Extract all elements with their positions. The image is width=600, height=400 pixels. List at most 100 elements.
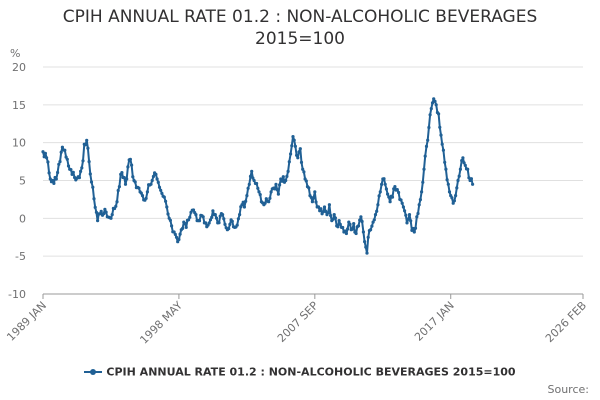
data-point[interactable] xyxy=(391,196,394,199)
data-point[interactable] xyxy=(438,126,441,129)
data-point[interactable] xyxy=(455,186,458,189)
data-point[interactable] xyxy=(376,203,379,206)
data-point[interactable] xyxy=(130,164,133,167)
data-point[interactable] xyxy=(223,223,226,226)
data-point[interactable] xyxy=(328,203,331,206)
data-point[interactable] xyxy=(237,217,240,220)
data-point[interactable] xyxy=(456,179,459,182)
data-point[interactable] xyxy=(443,161,446,164)
data-point[interactable] xyxy=(433,100,436,103)
data-point[interactable] xyxy=(362,230,365,233)
data-point[interactable] xyxy=(370,225,373,228)
data-point[interactable] xyxy=(117,189,120,192)
data-point[interactable] xyxy=(386,193,389,196)
data-point[interactable] xyxy=(158,186,161,189)
data-point[interactable] xyxy=(264,202,267,205)
data-point[interactable] xyxy=(300,161,303,164)
data-point[interactable] xyxy=(459,168,462,171)
data-point[interactable] xyxy=(114,205,117,208)
data-point[interactable] xyxy=(94,206,97,209)
data-point[interactable] xyxy=(91,186,94,189)
data-point[interactable] xyxy=(88,160,91,163)
data-point[interactable] xyxy=(441,143,444,146)
data-point[interactable] xyxy=(157,181,160,184)
data-point[interactable] xyxy=(124,183,127,186)
data-point[interactable] xyxy=(231,220,234,223)
data-point[interactable] xyxy=(365,252,368,255)
data-point[interactable] xyxy=(60,151,63,154)
data-point[interactable] xyxy=(141,194,144,197)
data-point[interactable] xyxy=(461,156,464,159)
data-point[interactable] xyxy=(454,194,457,197)
data-point[interactable] xyxy=(466,168,469,171)
data-point[interactable] xyxy=(314,200,317,203)
data-point[interactable] xyxy=(276,188,279,191)
data-point[interactable] xyxy=(355,232,358,235)
data-point[interactable] xyxy=(384,183,387,186)
data-point[interactable] xyxy=(174,233,177,236)
data-point[interactable] xyxy=(278,183,281,186)
data-point[interactable] xyxy=(247,187,250,190)
data-point[interactable] xyxy=(44,152,47,155)
data-point[interactable] xyxy=(63,149,66,152)
data-point[interactable] xyxy=(460,159,463,162)
data-point[interactable] xyxy=(421,181,424,184)
data-point[interactable] xyxy=(397,191,400,194)
data-point[interactable] xyxy=(164,200,167,203)
data-point[interactable] xyxy=(52,182,55,185)
data-point[interactable] xyxy=(291,135,294,138)
data-point[interactable] xyxy=(109,217,112,220)
data-point[interactable] xyxy=(215,217,218,220)
data-point[interactable] xyxy=(319,207,322,210)
data-point[interactable] xyxy=(416,212,419,215)
data-point[interactable] xyxy=(389,200,392,203)
data-point[interactable] xyxy=(183,222,186,225)
data-point[interactable] xyxy=(282,175,285,178)
data-point[interactable] xyxy=(401,202,404,205)
data-point[interactable] xyxy=(369,228,372,231)
data-point[interactable] xyxy=(403,209,406,212)
data-point[interactable] xyxy=(236,224,239,227)
data-point[interactable] xyxy=(333,213,336,216)
data-point[interactable] xyxy=(458,175,461,178)
data-point[interactable] xyxy=(96,219,99,222)
data-point[interactable] xyxy=(72,171,75,174)
data-point[interactable] xyxy=(166,212,169,215)
data-point[interactable] xyxy=(79,170,82,173)
data-point[interactable] xyxy=(323,205,326,208)
data-point[interactable] xyxy=(160,192,163,195)
data-point[interactable] xyxy=(81,159,84,162)
data-point[interactable] xyxy=(181,227,184,230)
data-point[interactable] xyxy=(227,227,230,230)
data-point[interactable] xyxy=(311,200,314,203)
data-point[interactable] xyxy=(105,211,108,214)
data-point[interactable] xyxy=(437,112,440,115)
data-point[interactable] xyxy=(312,196,315,199)
data-point[interactable] xyxy=(100,210,103,213)
data-point[interactable] xyxy=(348,223,351,226)
data-point[interactable] xyxy=(402,205,405,208)
data-point[interactable] xyxy=(435,103,438,106)
data-point[interactable] xyxy=(84,143,87,146)
data-point[interactable] xyxy=(134,180,137,183)
data-point[interactable] xyxy=(352,222,355,225)
data-point[interactable] xyxy=(198,219,201,222)
data-point[interactable] xyxy=(420,190,423,193)
data-point[interactable] xyxy=(210,216,213,219)
data-point[interactable] xyxy=(415,215,418,218)
data-point[interactable] xyxy=(430,107,433,110)
data-point[interactable] xyxy=(85,139,88,142)
data-point[interactable] xyxy=(351,228,354,231)
data-point[interactable] xyxy=(66,158,69,161)
data-point[interactable] xyxy=(329,214,332,217)
data-point[interactable] xyxy=(211,209,214,212)
data-point[interactable] xyxy=(45,156,48,159)
data-point[interactable] xyxy=(359,215,362,218)
data-point[interactable] xyxy=(418,203,421,206)
data-point[interactable] xyxy=(137,187,140,190)
data-point[interactable] xyxy=(165,205,168,208)
data-point[interactable] xyxy=(46,160,49,163)
data-point[interactable] xyxy=(378,194,381,197)
data-point[interactable] xyxy=(334,216,337,219)
data-point[interactable] xyxy=(163,196,166,199)
